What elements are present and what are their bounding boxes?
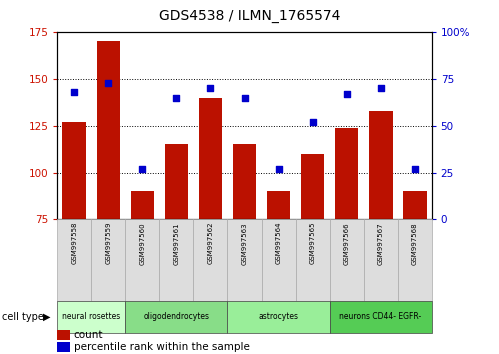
Point <box>104 80 112 85</box>
Text: GSM997559: GSM997559 <box>105 222 111 264</box>
Bar <box>125 219 160 301</box>
Text: GSM997568: GSM997568 <box>412 222 418 264</box>
Bar <box>62 122 86 219</box>
Bar <box>96 41 120 219</box>
Bar <box>261 219 295 301</box>
Point <box>411 166 419 172</box>
Point <box>207 85 215 91</box>
Text: GSM997565: GSM997565 <box>309 222 315 264</box>
Bar <box>194 219 228 301</box>
Point <box>308 119 316 125</box>
Text: oligodendrocytes: oligodendrocytes <box>144 312 210 321</box>
Bar <box>364 219 398 301</box>
Bar <box>131 191 154 219</box>
Point <box>274 166 282 172</box>
Bar <box>335 127 358 219</box>
Text: GSM997558: GSM997558 <box>71 222 77 264</box>
Bar <box>160 219 194 301</box>
Text: neurons CD44- EGFR-: neurons CD44- EGFR- <box>339 312 422 321</box>
Bar <box>228 219 261 301</box>
Bar <box>165 144 188 219</box>
Bar <box>233 144 256 219</box>
Text: GSM997564: GSM997564 <box>275 222 281 264</box>
Text: astrocytes: astrocytes <box>258 312 298 321</box>
Bar <box>403 191 427 219</box>
Point <box>241 95 249 101</box>
Bar <box>398 219 432 301</box>
Text: GSM997561: GSM997561 <box>174 222 180 264</box>
Point <box>343 91 351 97</box>
Text: ▶: ▶ <box>43 312 51 322</box>
Text: GSM997562: GSM997562 <box>208 222 214 264</box>
Bar <box>329 219 364 301</box>
Point <box>173 95 181 101</box>
Bar <box>91 219 125 301</box>
Bar <box>125 301 228 333</box>
Text: neural rosettes: neural rosettes <box>62 312 121 321</box>
Point <box>138 166 146 172</box>
Bar <box>199 97 223 219</box>
Text: GSM997563: GSM997563 <box>242 222 248 264</box>
Bar <box>228 301 329 333</box>
Text: count: count <box>74 330 103 340</box>
Text: percentile rank within the sample: percentile rank within the sample <box>74 342 250 352</box>
Bar <box>329 301 432 333</box>
Text: GSM997560: GSM997560 <box>139 222 145 264</box>
Point <box>377 85 385 91</box>
Text: cell type: cell type <box>2 312 44 322</box>
Text: GDS4538 / ILMN_1765574: GDS4538 / ILMN_1765574 <box>159 9 340 23</box>
Bar <box>295 219 329 301</box>
Point <box>70 89 78 95</box>
Bar <box>266 191 290 219</box>
Text: GSM997567: GSM997567 <box>378 222 384 264</box>
Bar <box>300 154 324 219</box>
Text: GSM997566: GSM997566 <box>344 222 350 264</box>
Bar <box>57 219 91 301</box>
Bar <box>57 301 125 333</box>
Bar <box>369 111 393 219</box>
